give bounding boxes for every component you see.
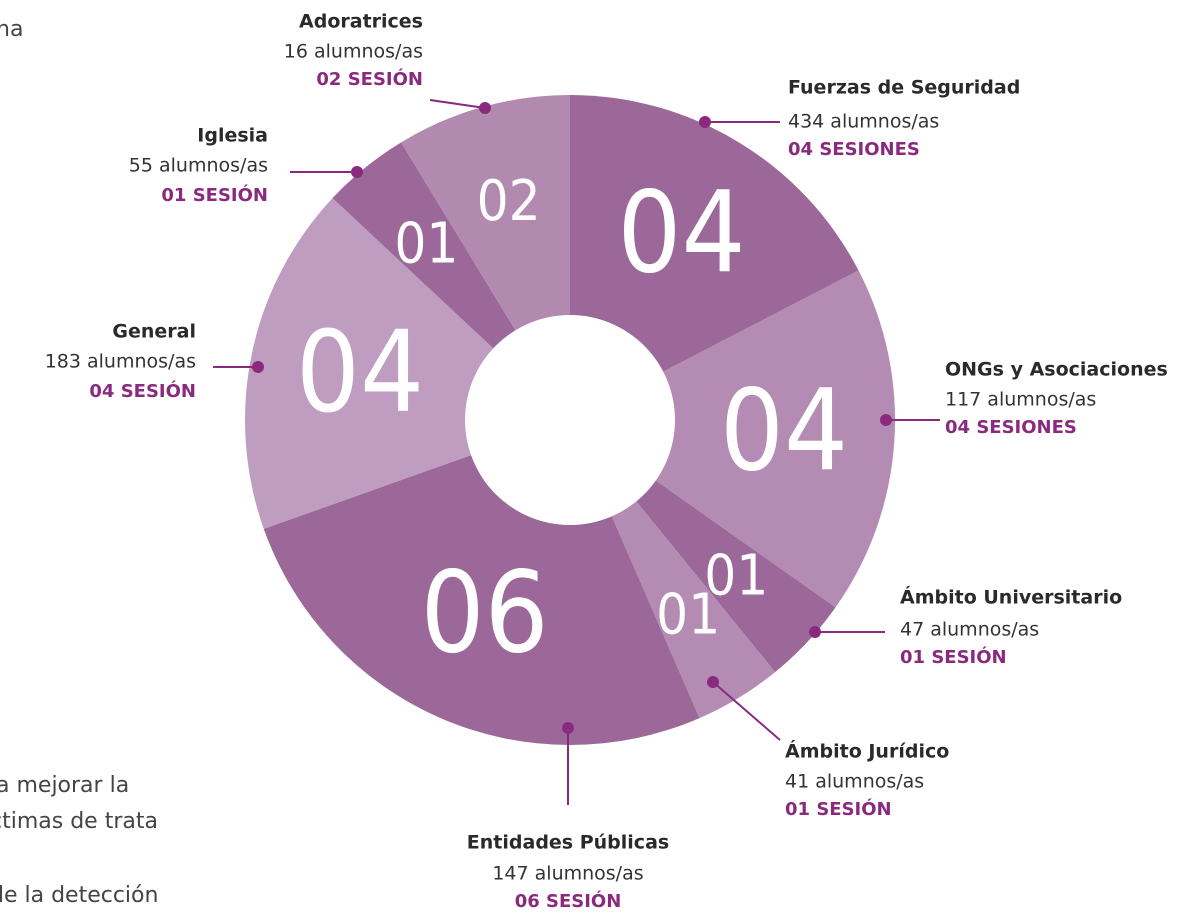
slice-label: 04 [617, 168, 745, 298]
callout-dot [707, 676, 719, 688]
category-label: Entidades Públicas [467, 832, 669, 854]
session-label: 02 SESIÓN [316, 68, 423, 90]
slice-label: 04 [720, 366, 848, 496]
slice [570, 95, 859, 420]
category-label: Iglesia [197, 125, 268, 147]
student-label: 41 alumnos/as [785, 771, 924, 793]
callout-dot [880, 414, 892, 426]
callout-line [712, 681, 781, 741]
slice-label: 01 [656, 583, 720, 648]
slice-label: 01 [394, 212, 458, 277]
session-label: 06 SESIÓN [515, 890, 622, 912]
callout-dot [562, 722, 574, 734]
slice-label: 06 [420, 548, 548, 678]
student-label: 183 alumnos/as [45, 351, 196, 373]
session-label: 04 SESIONES [788, 139, 920, 160]
student-label: 47 alumnos/as [900, 619, 1039, 641]
category-label: Adoratrices [299, 11, 423, 33]
session-label: 04 SESIONES [945, 417, 1077, 438]
session-label: 01 SESIÓN [785, 798, 892, 820]
student-label: 117 alumnos/as [945, 389, 1096, 411]
category-label: Ámbito Universitario [900, 586, 1122, 609]
category-label: Ámbito Jurídico [785, 740, 949, 763]
page-text: na [0, 17, 23, 42]
category-label: ONGs y Asociaciones [945, 359, 1168, 381]
student-label: 16 alumnos/as [284, 41, 423, 63]
page-text: ctimas de trata [0, 809, 158, 834]
donut-hole [465, 315, 675, 525]
callout-dot [479, 102, 491, 114]
slice [570, 270, 895, 608]
callout-dot [699, 116, 711, 128]
page-text: de la detección [0, 883, 158, 908]
student-label: 434 alumnos/as [788, 111, 939, 133]
session-label: 01 SESIÓN [161, 184, 268, 206]
slice-label: 02 [477, 169, 541, 234]
category-label: Fuerzas de Seguridad [788, 77, 1020, 99]
student-label: 55 alumnos/as [129, 155, 268, 177]
student-label: 147 alumnos/as [492, 863, 643, 885]
session-label: 01 SESIÓN [900, 646, 1007, 668]
callout-line [429, 99, 486, 109]
callout-dot [252, 361, 264, 373]
slice-label: 01 [704, 543, 768, 608]
slice-label: 04 [296, 308, 424, 438]
callout-dot [809, 626, 821, 638]
session-label: 04 SESIÓN [89, 380, 196, 402]
callout-dot [351, 166, 363, 178]
category-label: General [112, 321, 196, 343]
page-text: a mejorar la [0, 773, 129, 798]
